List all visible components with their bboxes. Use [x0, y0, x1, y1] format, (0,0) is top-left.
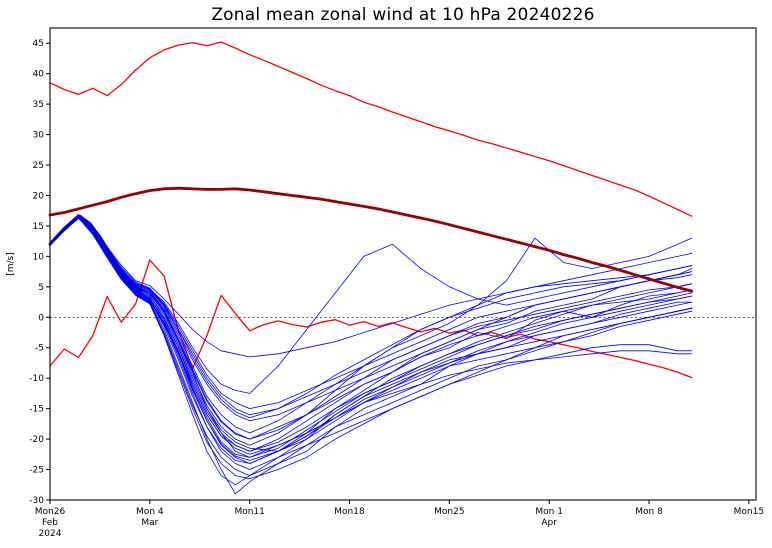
y-tick-label: 30 [33, 131, 45, 141]
ensemble-member-line [49, 215, 693, 470]
ensemble-member-line [49, 217, 693, 458]
plot-border [49, 27, 757, 501]
y-tick-label: 0 [38, 313, 44, 323]
ensemble-member-line [49, 213, 693, 495]
y-tick-label: -5 [35, 344, 44, 354]
ensemble-member-line [49, 214, 693, 416]
y-tick-label: -25 [29, 466, 44, 476]
climatology-max-line [49, 41, 693, 217]
chart-title: Zonal mean zonal wind at 10 hPa 20240226 [211, 5, 595, 25]
x-tick-label: Mon26 [35, 507, 66, 517]
y-tick-label: 35 [33, 100, 44, 110]
y-tick-label: 40 [33, 70, 45, 80]
y-tick-label: 45 [33, 39, 44, 49]
ensemble-member-line [49, 216, 693, 455]
ensemble-member-line [49, 217, 693, 486]
ensemble-member-line [49, 216, 693, 464]
y-tick-label: -10 [29, 374, 44, 384]
y-tick-label: -20 [29, 435, 44, 445]
ensemble-member-line [49, 213, 693, 358]
x-tick-label: Mon11 [234, 507, 264, 517]
y-tick-label: 10 [33, 252, 45, 262]
x-tick-label: Mon 1 [535, 507, 563, 517]
y-tick-label: 15 [33, 222, 44, 232]
ensemble-member-line [49, 215, 693, 452]
climatology-min-line [49, 259, 693, 379]
ensemble-member-line [49, 215, 693, 419]
ensemble-member-line [49, 214, 693, 410]
x-tick-label: Mon15 [734, 507, 764, 517]
ensemble-member-line [49, 216, 693, 477]
x-tick-label: Mon18 [334, 507, 365, 517]
x-tick-sublabel-month: Feb [42, 518, 58, 528]
x-tick-label: Mon 8 [635, 507, 663, 517]
y-tick-label: 5 [38, 283, 44, 293]
x-tick-sublabel-year: 2024 [39, 529, 62, 539]
y-axis-label: [m/s] [6, 252, 16, 276]
y-tick-label: -30 [29, 496, 44, 506]
x-tick-sublabel-month: Apr [541, 518, 557, 528]
x-tick-label: Mon25 [434, 507, 464, 517]
ensemble-member-line [49, 215, 693, 394]
y-tick-label: 20 [33, 191, 45, 201]
ensemble-member-line [49, 216, 693, 480]
y-tick-label: 25 [33, 161, 44, 171]
ensemble-member-line [49, 216, 693, 461]
ensemble-member-line [49, 215, 693, 464]
x-tick-label: Mon 4 [136, 507, 164, 517]
y-tick-label: -15 [29, 405, 44, 415]
x-tick-sublabel-month: Mar [141, 518, 158, 528]
climatology-mean-line [48, 186, 694, 293]
analysis-line [48, 214, 143, 292]
